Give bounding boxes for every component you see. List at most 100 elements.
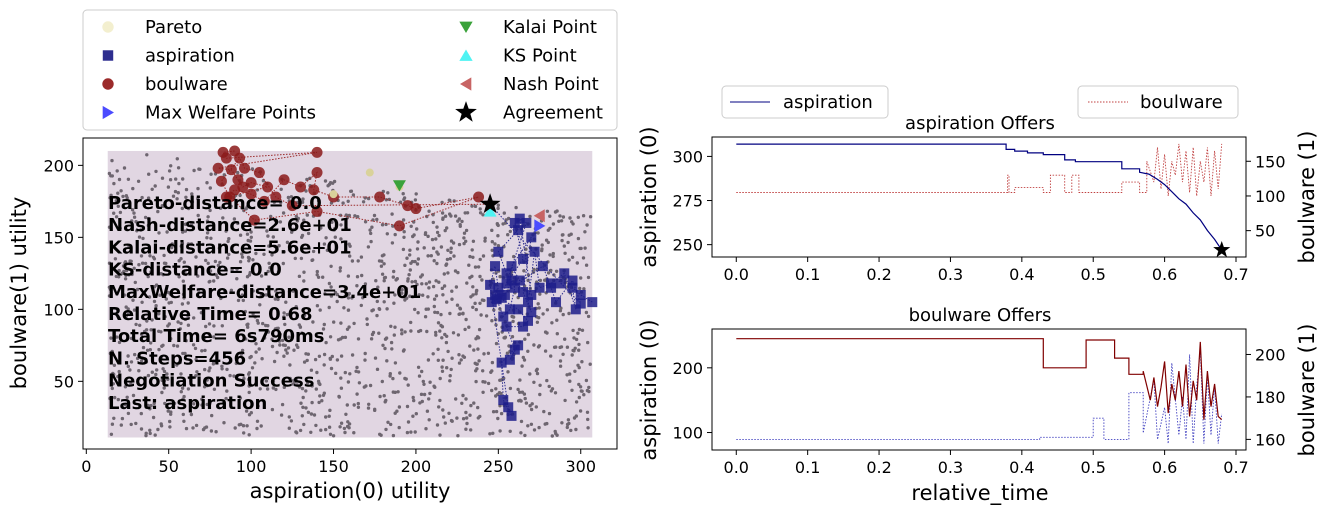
offers-xtick-label: 0.7 — [1223, 458, 1248, 477]
offers-left-ytick-label: 275 — [672, 192, 703, 211]
boulware-offers-title: boulware Offers — [909, 305, 1052, 326]
legend-entry-label: Pareto — [145, 17, 202, 38]
aspiration-offer-point — [570, 304, 581, 315]
boulware-offer-point — [473, 191, 485, 203]
boulware-offer-point — [410, 203, 422, 215]
legend-marker-2 — [459, 21, 473, 33]
offers-xtick-label: 0.0 — [724, 458, 749, 477]
legend-entry-label: Kalai Point — [503, 17, 597, 38]
boulware-offers-panel: boulware Offers 0.0 0.1 0.2 0.3 0.4 0.5 0.6 0.7… — [637, 305, 1319, 506]
aspiration-offer-point — [504, 354, 515, 365]
boulware-offer-point — [245, 188, 257, 200]
scatter-xlabel: aspiration(0) utility — [250, 479, 451, 503]
boulware-offer-point — [308, 184, 320, 196]
legend-main: Pareto Kalai Point aspiration KS Point boulw… — [82, 9, 618, 131]
offers-xtick-label: 0.3 — [938, 458, 963, 477]
boulware-offer-point — [253, 167, 265, 179]
legend-entry-label: boulware — [145, 74, 228, 95]
offers-xtick-label: 0.0 — [724, 265, 749, 284]
aspiration-offers-frame — [711, 136, 1247, 258]
legend-aspiration-box — [721, 85, 889, 119]
offers-left-ytick-label: 200 — [672, 359, 703, 378]
scatter-panel: Pareto-distance= 0.0Nash-distance=2.6e+0… — [7, 137, 618, 503]
legend-entry-label: aspiration — [145, 46, 235, 67]
aspiration-offer-point — [523, 297, 533, 308]
scatter-xtick-label: 150 — [318, 457, 349, 476]
aspiration-offer-point — [546, 282, 557, 293]
scatter-xtick-label: 0 — [81, 457, 91, 476]
legend-marker-7 — [102, 105, 114, 120]
boulware-offer-point — [311, 146, 323, 158]
scatter-xtick-label: 50 — [159, 457, 179, 476]
offers-xtick-label: 0.6 — [1152, 265, 1177, 284]
scatter-xtick-label: 300 — [565, 457, 596, 476]
aspiration-offer-point — [529, 246, 540, 257]
aspiration-offer-line — [736, 143, 1223, 251]
aspiration-offer-point — [567, 275, 578, 286]
offers-right-ytick-label: 200 — [1255, 345, 1286, 364]
aspiration-offer-point — [526, 307, 537, 318]
aspiration-offer-point — [513, 340, 524, 351]
boulware-offer-point — [278, 174, 290, 186]
offers-xtick-label: 0.3 — [938, 265, 963, 284]
boulware-offers-ylabel-right: boulware (1) — [1295, 324, 1319, 457]
boulware-offer-point — [239, 162, 251, 174]
offers-right-ytick-label: 180 — [1255, 388, 1286, 407]
aspiration-offer-point — [575, 289, 586, 300]
boulware-offer-point — [262, 181, 274, 193]
boulware-offer-point — [215, 175, 227, 187]
aspiration-offer-point — [503, 402, 514, 413]
aspiration-offer-point — [514, 275, 525, 286]
aspiration-offer-point — [498, 395, 509, 406]
offers-xtick-label: 0.1 — [795, 265, 820, 284]
aspiration-offer-point — [567, 282, 578, 293]
legend-box — [82, 9, 618, 131]
aspiration-offers-title: aspiration Offers — [905, 113, 1055, 134]
scatter-ylabel: boulware(1) utility — [7, 197, 31, 390]
boulware-offer-point — [311, 205, 323, 217]
legend-marker-4 — [459, 49, 473, 61]
legend-entry-label: KS Point — [503, 46, 577, 67]
aspiration-offer-point — [523, 315, 533, 326]
stats-line: N. Steps=456 — [108, 348, 246, 369]
offers-right-ytick-label: 100 — [1255, 187, 1286, 206]
offers-xtick-label: 0.1 — [795, 458, 820, 477]
boulware-offers-xlabel: relative_time — [911, 481, 1048, 506]
legend-marker-1 — [102, 21, 114, 33]
aspiration-offer-point — [490, 261, 501, 272]
boulware-offer-point — [295, 181, 307, 193]
aspiration-offer-point — [555, 278, 566, 289]
offers-left-ytick-label: 100 — [672, 424, 703, 443]
aspiration-offer-point — [587, 297, 598, 308]
offers-xtick-label: 0.6 — [1152, 458, 1177, 477]
legend-entry-label: Max Welfare Points — [145, 103, 316, 124]
aspiration-offer-point — [506, 410, 517, 421]
offers-xtick-label: 0.5 — [1080, 458, 1105, 477]
aspiration-offer-point — [491, 294, 502, 305]
boulware-offer-point — [234, 152, 246, 164]
legend-marker-5 — [102, 78, 114, 90]
agreement-marker — [1213, 240, 1231, 258]
boulware-offers-ylabel-left: aspiration (0) — [637, 319, 661, 460]
aspiration-offer-point — [501, 321, 512, 332]
legend-marker-6 — [460, 77, 472, 91]
scatter-xtick-label: 200 — [401, 457, 432, 476]
aspiration-offer-point — [493, 246, 504, 257]
aspiration-offer-point — [575, 298, 586, 309]
boulware-offers-frame — [711, 328, 1247, 451]
boulware-trajectory — [218, 150, 491, 227]
max-welfare-point — [534, 219, 546, 233]
stats-line: MaxWelfare-distance=3.4e+01 — [108, 282, 421, 303]
aspiration-offer-point — [506, 261, 517, 272]
offers-xtick-label: 0.2 — [866, 265, 891, 284]
aspiration-offer-point — [513, 225, 524, 236]
agreement-point — [479, 193, 501, 214]
offers-xtick-label: 0.4 — [1009, 458, 1034, 477]
boulware-offer-point — [311, 167, 323, 179]
aspiration-offer-point — [559, 268, 570, 279]
stats-line: Pareto-distance= 0.0 — [108, 193, 322, 214]
pareto-point — [365, 168, 374, 177]
aspiration-offer-point — [551, 297, 562, 308]
offers-left-ytick-label: 300 — [672, 147, 703, 166]
